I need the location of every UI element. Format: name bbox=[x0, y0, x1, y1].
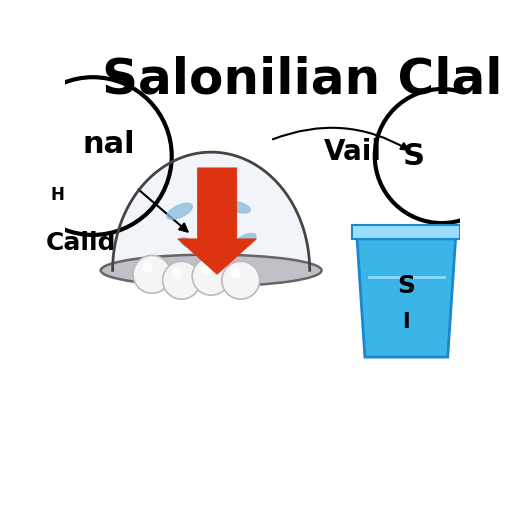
Circle shape bbox=[231, 268, 241, 279]
Polygon shape bbox=[357, 239, 456, 357]
Ellipse shape bbox=[180, 238, 195, 248]
Text: Caild: Caild bbox=[46, 231, 116, 255]
Text: S: S bbox=[403, 141, 425, 170]
Text: Salonilian Clal: Salonilian Clal bbox=[101, 55, 502, 103]
Text: nal: nal bbox=[82, 130, 135, 159]
Ellipse shape bbox=[227, 202, 250, 213]
Text: H: H bbox=[51, 186, 65, 204]
Circle shape bbox=[200, 251, 215, 266]
Circle shape bbox=[163, 261, 201, 299]
Circle shape bbox=[142, 262, 153, 272]
Circle shape bbox=[216, 247, 230, 262]
Polygon shape bbox=[113, 152, 310, 270]
Ellipse shape bbox=[237, 233, 256, 244]
Circle shape bbox=[133, 255, 171, 293]
Circle shape bbox=[201, 264, 211, 274]
Polygon shape bbox=[178, 168, 257, 274]
Ellipse shape bbox=[101, 254, 322, 286]
Circle shape bbox=[172, 268, 182, 279]
Circle shape bbox=[192, 258, 230, 295]
Circle shape bbox=[222, 261, 260, 299]
Text: l: l bbox=[402, 312, 410, 332]
Text: Vail: Vail bbox=[324, 138, 382, 166]
Polygon shape bbox=[352, 225, 460, 239]
Ellipse shape bbox=[167, 203, 193, 219]
Text: S: S bbox=[397, 274, 415, 298]
